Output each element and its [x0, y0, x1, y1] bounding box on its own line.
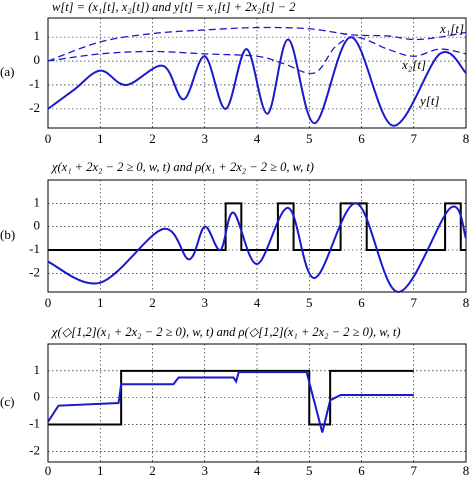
panel-label: (a) — [0, 64, 14, 79]
series-line — [48, 369, 414, 426]
y-tick-label: 1 — [34, 362, 41, 377]
x-tick-label: 1 — [97, 131, 104, 146]
y-tick-label: 1 — [34, 28, 41, 43]
series-line — [47, 36, 467, 75]
x-tick-label: 4 — [254, 295, 261, 310]
y-tick-label: -1 — [29, 241, 40, 256]
x-tick-label: 7 — [411, 463, 418, 478]
x-tick-label: 0 — [45, 131, 52, 146]
panel-title: χ(x₁ + 2x₂ − 2 ≥ 0, w, t) and ρ(x₁ + 2x₂… — [51, 160, 314, 174]
x-tick-label: 7 — [411, 295, 418, 310]
x-tick-label: 1 — [97, 295, 104, 310]
y-tick-label: -1 — [29, 76, 40, 91]
y-tick-label: 0 — [34, 218, 41, 233]
series-line — [47, 371, 414, 433]
x-tick-label: 3 — [202, 295, 209, 310]
x-tick-label: 2 — [149, 463, 156, 478]
x-tick-label: 6 — [358, 131, 365, 146]
x-tick-label: 5 — [306, 295, 313, 310]
y-tick-label: -2 — [29, 442, 40, 457]
x-tick-label: 7 — [411, 131, 418, 146]
series-line — [47, 26, 467, 62]
y-tick-label: -1 — [29, 415, 40, 430]
y-tick-label: 1 — [34, 194, 41, 209]
x-tick-label: 4 — [254, 463, 261, 478]
x-tick-label: 2 — [149, 295, 156, 310]
x-tick-label: 5 — [306, 463, 313, 478]
series-label: x₁[t] — [439, 21, 464, 36]
series-label: x₂[t] — [401, 57, 426, 72]
x-tick-label: 8 — [463, 131, 470, 146]
x-tick-label: 3 — [202, 463, 209, 478]
series-label: y[t] — [418, 93, 440, 108]
panel-label: (b) — [0, 227, 15, 242]
panel-title: w[t] = (x₁[t], x₂[t]) and y[t] = x₁[t] +… — [52, 0, 296, 14]
plot-frame — [47, 343, 467, 463]
x-tick-label: 8 — [463, 463, 470, 478]
panel-label: (c) — [0, 394, 14, 409]
series-line — [47, 202, 467, 294]
series-line — [48, 202, 466, 251]
y-tick-label: -2 — [29, 264, 40, 279]
x-tick-label: 2 — [149, 131, 156, 146]
y-tick-label: -2 — [29, 100, 40, 115]
y-tick-label: 0 — [34, 52, 41, 67]
y-tick-label: 0 — [34, 389, 41, 404]
series-line — [47, 36, 467, 127]
panel-title: χ(◇[1,2](x₁ + 2x₂ − 2 ≥ 0), w, t) and ρ(… — [51, 325, 401, 339]
x-tick-label: 6 — [358, 295, 365, 310]
x-tick-label: 8 — [463, 295, 470, 310]
x-tick-label: 3 — [202, 131, 209, 146]
x-tick-label: 6 — [358, 463, 365, 478]
x-tick-label: 5 — [306, 131, 313, 146]
x-tick-label: 0 — [45, 295, 52, 310]
x-tick-label: 4 — [254, 131, 261, 146]
x-tick-label: 0 — [45, 463, 52, 478]
x-tick-label: 1 — [97, 463, 104, 478]
